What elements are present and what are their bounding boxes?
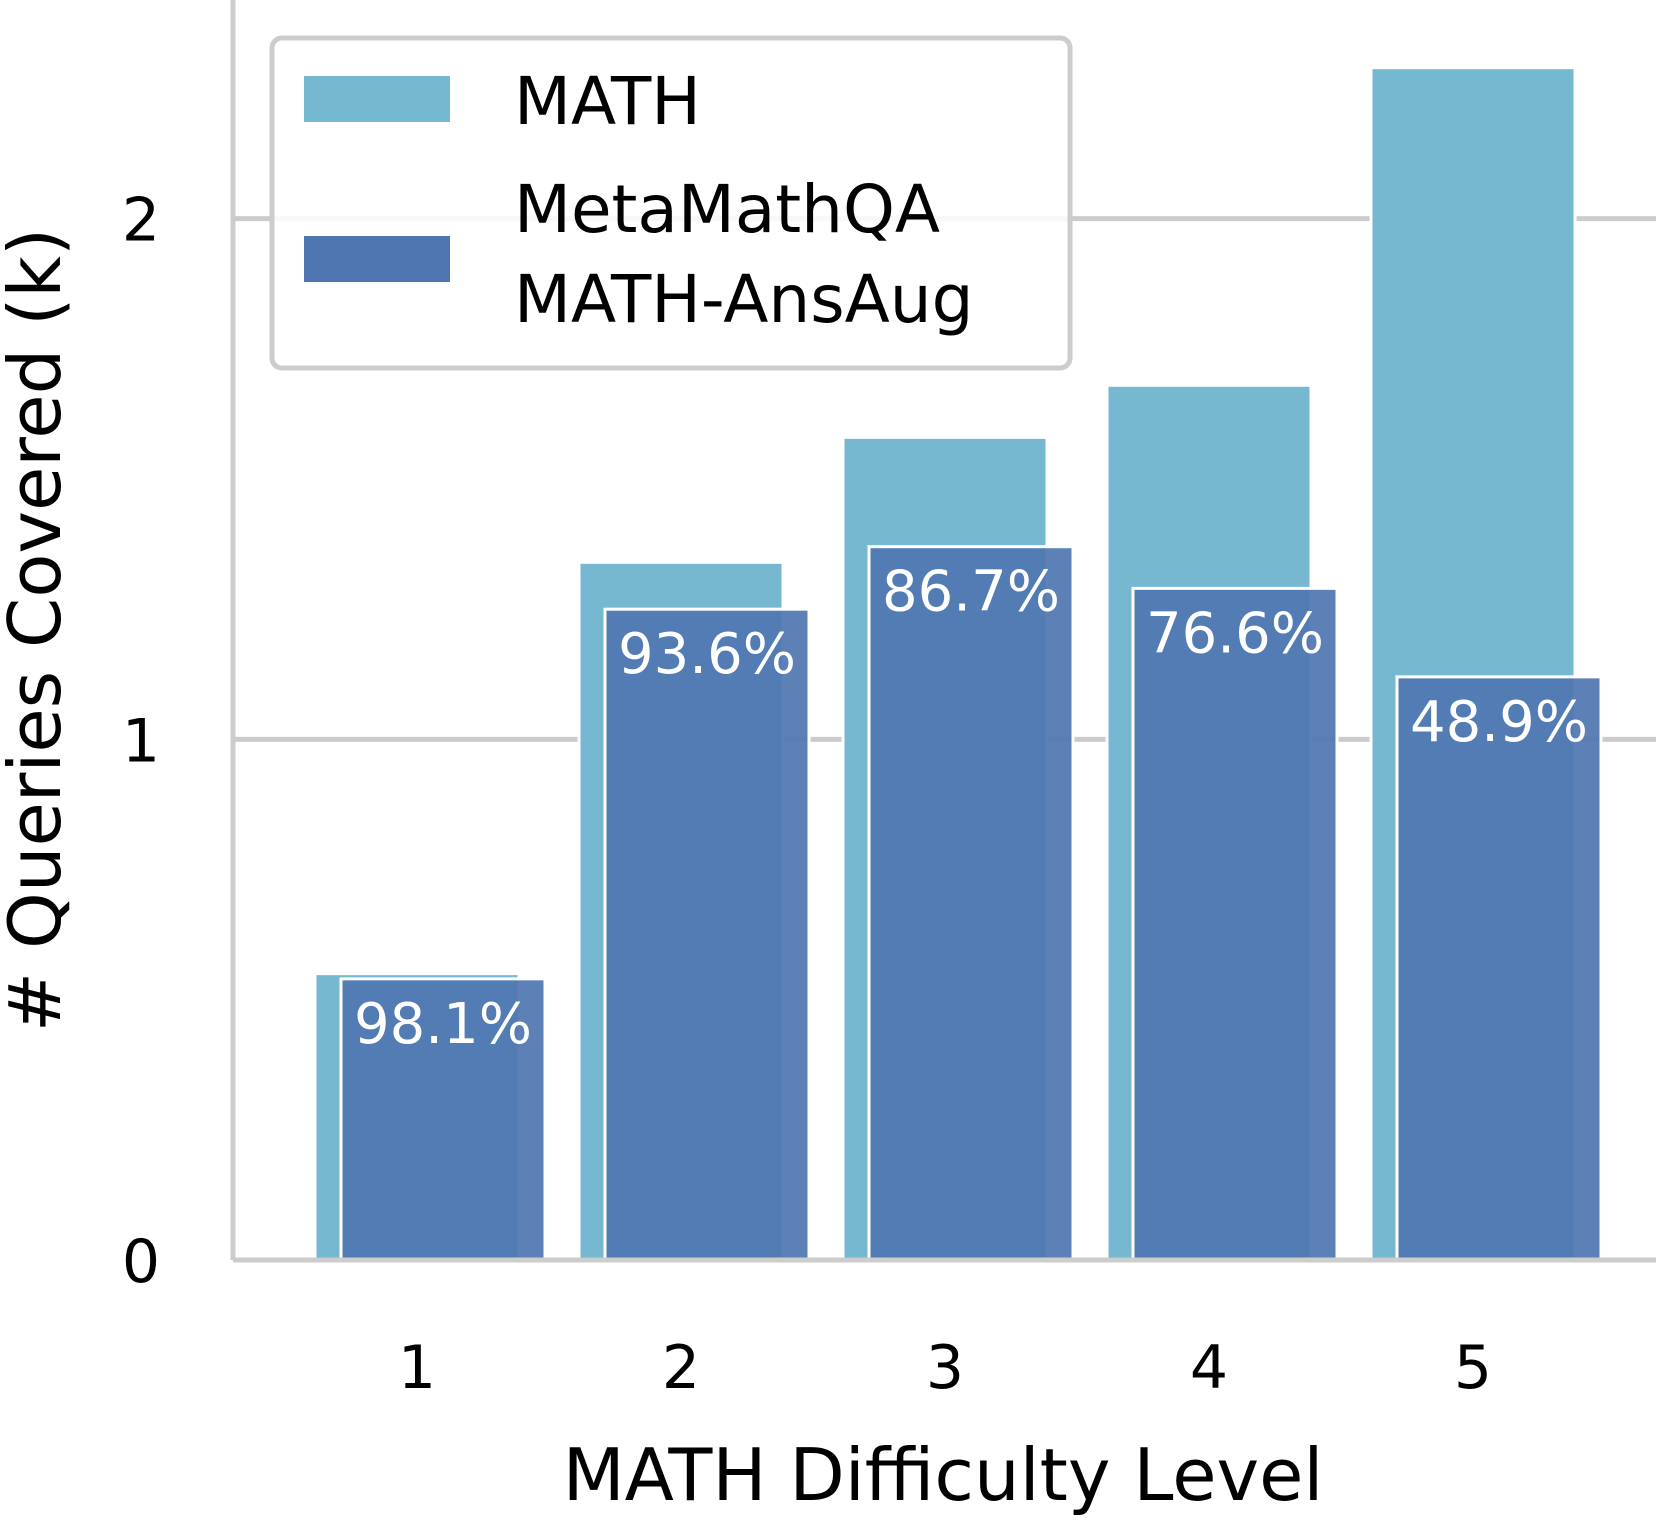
x-axis-label: MATH Difficulty Level <box>563 1433 1324 1517</box>
bar-percentage-label: 48.9% <box>1410 690 1588 755</box>
axes <box>230 0 1656 1263</box>
bar-percentage-label: 98.1% <box>354 992 532 1057</box>
y-tick-label: 0 <box>122 1227 160 1297</box>
legend-swatch-metamathqa <box>304 236 450 282</box>
x-tick-label: 3 <box>926 1333 964 1403</box>
legend-swatch-math <box>304 76 450 122</box>
y-tick-labels: 0 1 2 <box>122 186 160 1297</box>
x-tick-label: 5 <box>1454 1333 1492 1403</box>
y-tick-label: 2 <box>122 186 160 256</box>
bar-metamathqa <box>1131 586 1339 1262</box>
bar-metamathqa <box>1395 675 1603 1262</box>
x-tick-labels: 1 2 3 4 5 <box>398 1333 1492 1403</box>
x-tick-label: 2 <box>662 1333 700 1403</box>
bar-metamathqa <box>603 607 811 1262</box>
bar-percentage-labels: 98.1% 93.6% 86.7% 76.6% 48.9% <box>354 560 1588 1057</box>
legend-frame <box>269 35 1073 371</box>
y-axis-label: # Queries Covered (k) <box>0 228 77 1032</box>
legend-label-math: MATH <box>514 63 701 140</box>
bar-percentage-label: 86.7% <box>882 560 1060 625</box>
metamathqa-bars <box>339 545 1603 1262</box>
y-tick-label: 1 <box>122 706 160 776</box>
bar-percentage-label: 76.6% <box>1146 601 1324 666</box>
legend-label-metamathqa: MetaMathQA MATH-AnsAug <box>514 171 974 338</box>
bar-metamathqa <box>339 977 547 1262</box>
bar-metamathqa <box>867 545 1075 1262</box>
legend: MATH MetaMathQA MATH-AnsAug <box>269 35 1073 371</box>
bar-percentage-label: 93.6% <box>618 622 796 687</box>
x-tick-label: 4 <box>1190 1333 1228 1403</box>
x-tick-label: 1 <box>398 1333 436 1403</box>
